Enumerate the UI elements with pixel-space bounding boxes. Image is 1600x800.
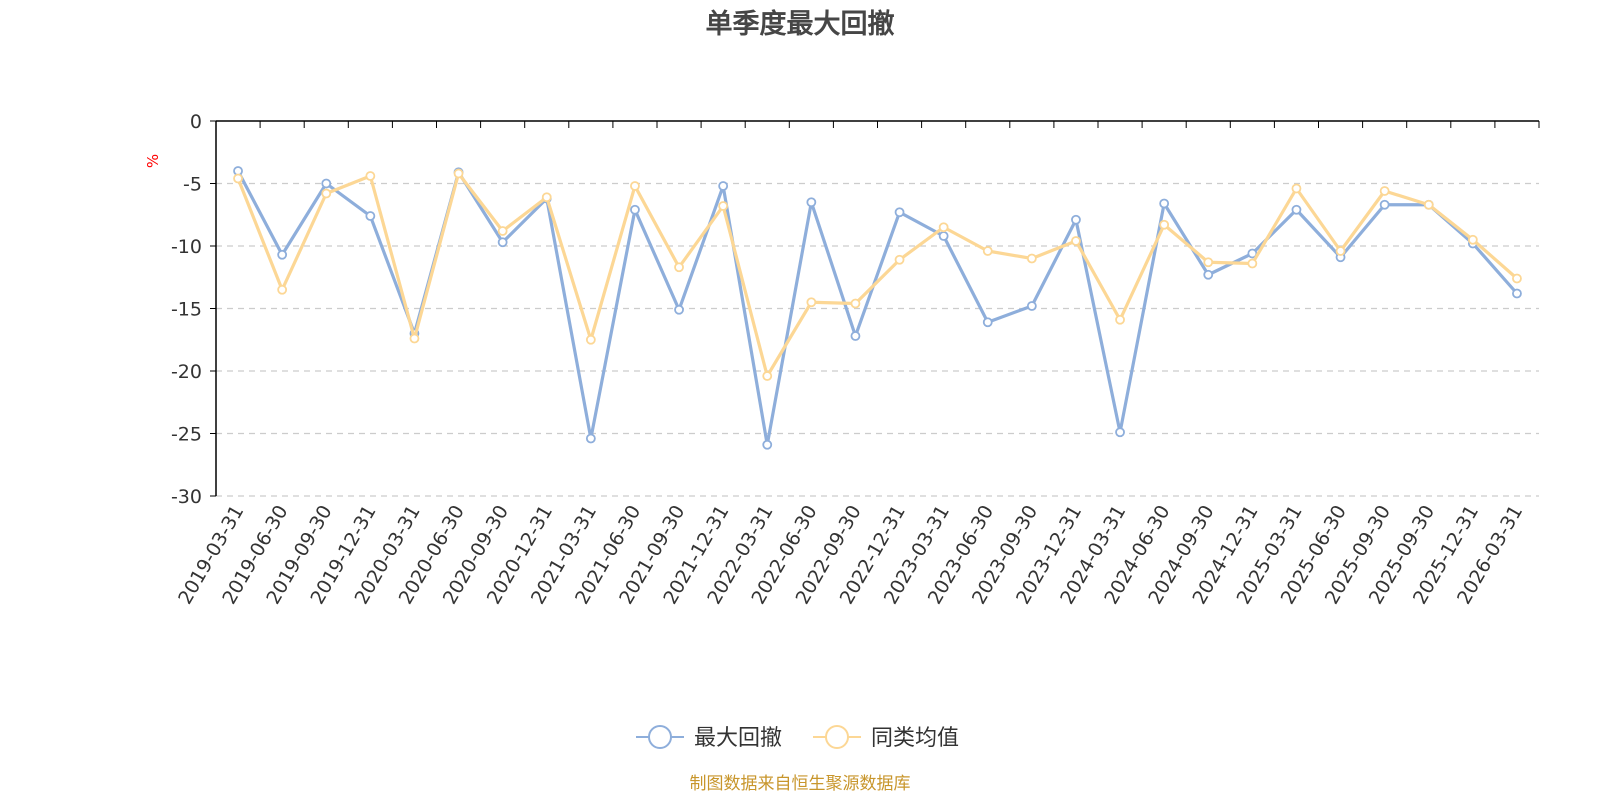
y-tick-label: -20 [171, 361, 202, 383]
series-1[interactable] [233, 166, 1522, 450]
legend-item[interactable]: 同类均值 [813, 725, 959, 751]
data-point[interactable] [277, 249, 288, 260]
data-point[interactable] [1026, 253, 1037, 264]
y-tick-label: -30 [171, 486, 202, 508]
data-point[interactable] [806, 297, 817, 308]
data-point[interactable] [1159, 198, 1170, 209]
data-point[interactable] [674, 304, 684, 315]
legend[interactable]: 最大回撤 同类均值 [636, 725, 959, 751]
data-point[interactable] [1247, 248, 1258, 259]
data-point[interactable] [585, 433, 596, 444]
data-point[interactable] [453, 168, 464, 179]
data-point[interactable] [1203, 269, 1214, 280]
y-tick-label: 0 [190, 111, 202, 133]
data-point[interactable] [982, 317, 993, 328]
data-point[interactable] [497, 237, 508, 248]
y-axis-unit-label: % [144, 154, 162, 168]
data-point[interactable] [982, 246, 993, 256]
y-tick-label: -5 [183, 174, 202, 196]
legend-marker-icon [648, 725, 672, 749]
data-point[interactable] [938, 231, 949, 241]
legend-label: 同类均值 [871, 726, 959, 751]
grid-lines [216, 182, 1539, 497]
legend-marker-icon [825, 725, 849, 749]
data-point[interactable] [850, 331, 861, 341]
y-axis: 0 -5 -10 -15 -20 -25 -30 [171, 111, 217, 508]
data-point[interactable] [894, 254, 905, 265]
source-note: 制图数据来自恒生聚源数据库 [690, 774, 911, 794]
data-point[interactable] [1423, 199, 1434, 210]
data-point[interactable] [850, 298, 861, 309]
data-point[interactable] [1247, 258, 1258, 269]
series-layer [233, 166, 1522, 450]
data-point[interactable] [762, 439, 773, 450]
series-2[interactable] [233, 168, 1522, 381]
data-point[interactable] [806, 197, 817, 208]
data-point[interactable] [1379, 186, 1390, 196]
data-point[interactable] [718, 201, 729, 211]
data-point[interactable] [894, 207, 905, 218]
data-point[interactable] [233, 173, 243, 184]
data-point[interactable] [1071, 214, 1081, 225]
data-point[interactable] [1071, 236, 1081, 246]
data-point[interactable] [1159, 219, 1170, 230]
data-point[interactable] [1512, 288, 1522, 299]
legend-label: 最大回撤 [694, 726, 782, 751]
y-tick-label: -10 [171, 236, 202, 258]
data-point[interactable] [718, 181, 729, 191]
data-point[interactable] [365, 171, 376, 181]
data-point[interactable] [1115, 314, 1125, 325]
data-point[interactable] [585, 334, 596, 345]
y-tick-label: -25 [171, 424, 202, 446]
y-tick-label: -15 [171, 299, 202, 321]
data-point[interactable] [630, 181, 640, 191]
data-point[interactable] [409, 333, 420, 344]
data-point[interactable] [762, 371, 773, 381]
data-point[interactable] [321, 188, 332, 199]
data-point[interactable] [1335, 246, 1346, 256]
legend-item[interactable]: 最大回撤 [636, 725, 782, 751]
data-point[interactable] [541, 192, 552, 203]
data-point[interactable] [630, 204, 640, 215]
data-point[interactable] [1291, 183, 1302, 194]
data-point[interactable] [938, 222, 949, 233]
data-point[interactable] [1467, 234, 1478, 245]
series-line[interactable] [236, 171, 1519, 378]
data-point[interactable] [497, 226, 508, 236]
data-point[interactable] [1379, 199, 1390, 210]
data-point[interactable] [321, 178, 332, 189]
data-point[interactable] [277, 284, 288, 295]
data-point[interactable] [365, 211, 376, 221]
data-point[interactable] [1512, 273, 1522, 284]
data-point[interactable] [1203, 257, 1214, 268]
chart-title: 单季度最大回撤 [706, 8, 895, 40]
data-point[interactable] [674, 262, 684, 273]
series-line[interactable] [236, 169, 1519, 447]
data-point[interactable] [1115, 427, 1125, 438]
data-point[interactable] [1026, 301, 1037, 311]
data-point[interactable] [1291, 204, 1302, 215]
x-axis: 2019-03-312019-06-302019-09-302019-12-31… [174, 120, 1540, 608]
